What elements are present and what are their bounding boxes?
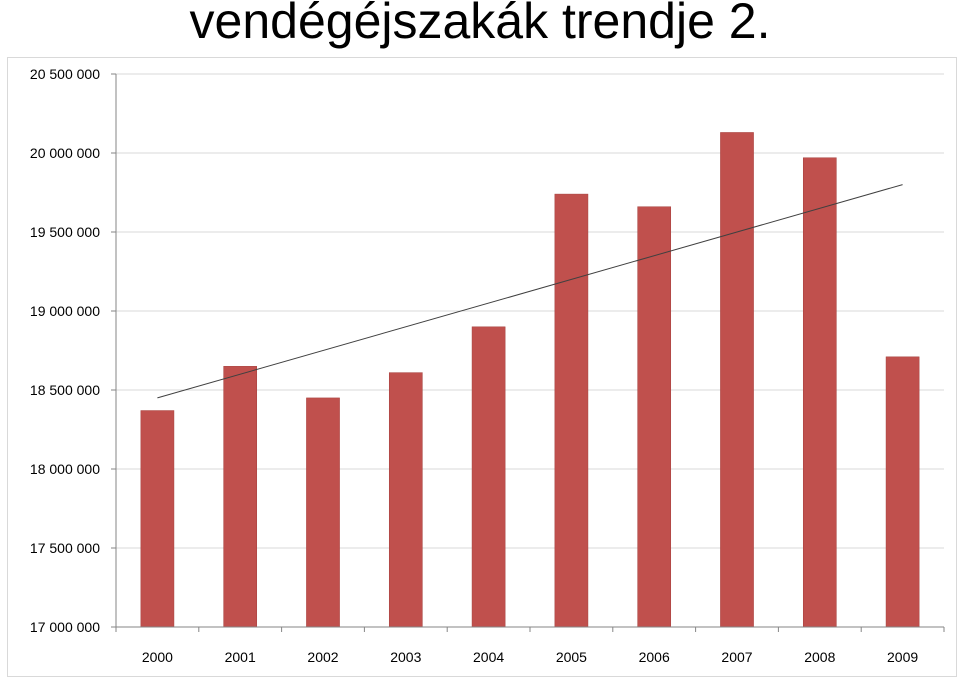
- bar-2008: [802, 157, 837, 628]
- y-tick-label: 18 500 000: [30, 382, 100, 398]
- x-axis: 2000 2001 2002 2003 2004 2005 2006 2007 2008 2009: [115, 626, 945, 665]
- bar-2006: [637, 206, 672, 628]
- y-tick-label: 20 500 000: [30, 66, 100, 82]
- bar-2003: [388, 372, 423, 628]
- bar-2009: [885, 356, 920, 628]
- bar-2005: [554, 193, 589, 628]
- x-tick-label: 2009: [887, 649, 918, 665]
- bar-2004: [471, 326, 506, 628]
- x-tick-label: 2004: [473, 649, 504, 665]
- bar-2002: [306, 397, 340, 628]
- x-tick-label: 2003: [390, 649, 421, 665]
- trendline: [157, 184, 903, 399]
- x-tick-label: 2005: [556, 649, 587, 665]
- x-tick-label: 2008: [804, 649, 835, 665]
- bar-2001: [223, 366, 258, 628]
- x-tick-label: 2001: [225, 649, 256, 665]
- y-tick-label: 20 000 000: [30, 145, 100, 161]
- y-tick-label: 17 500 000: [30, 540, 100, 556]
- x-tick-label: 2000: [142, 649, 173, 665]
- x-tick-label: 2006: [639, 649, 670, 665]
- y-tick-label: 17 000 000: [30, 619, 100, 635]
- trendline-group: [157, 184, 903, 399]
- y-tick-label: 19 000 000: [30, 303, 100, 319]
- bar-2000: [140, 410, 175, 628]
- x-tick-label: 2002: [307, 649, 338, 665]
- slide-title: vendégéjszakák trendje 2.: [189, 0, 771, 49]
- bars: [140, 132, 920, 628]
- y-tick-label: 18 000 000: [30, 461, 100, 477]
- y-tick-label: 19 500 000: [30, 224, 100, 240]
- y-axis: 17 000 000 17 500 000 18 000 000 18 500 000…: [30, 66, 117, 635]
- bar-2007: [720, 132, 754, 628]
- x-tick-label: 2007: [721, 649, 752, 665]
